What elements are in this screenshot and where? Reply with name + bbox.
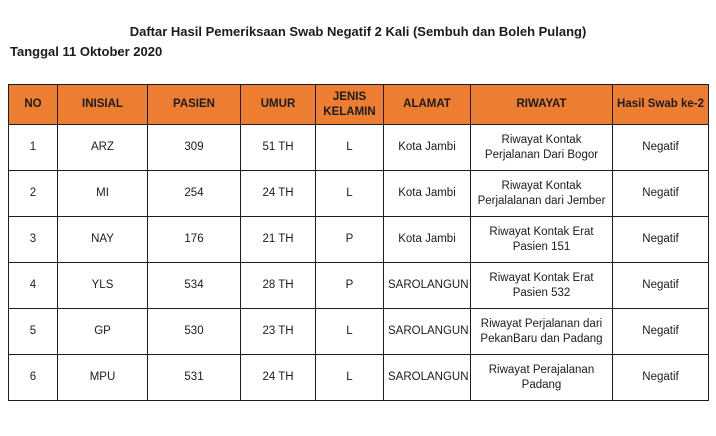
table-cell-alamat: Kota Jambi: [383, 216, 471, 263]
col-header-no: NO: [8, 84, 58, 125]
table-cell-jenis-kelamin: P: [315, 262, 384, 309]
table-cell-no: 5: [8, 308, 58, 355]
table-cell-jenis-kelamin: L: [315, 170, 384, 217]
table-cell-hasil-swab: Negatif: [612, 262, 709, 309]
table-body: 1 ARZ 309 51 TH L Kota Jambi Riwayat Kontak Pe…: [8, 124, 709, 401]
table-cell-pasien: 254: [147, 170, 241, 217]
table-cell-umur: 28 TH: [240, 262, 316, 309]
table-cell-hasil-swab: Negatif: [612, 170, 709, 217]
table-row: 3 NAY 176 21 TH P Kota Jambi Riwayat Kontak Er…: [8, 216, 709, 263]
table-cell-umur: 24 TH: [240, 170, 316, 217]
col-header-pasien: PASIEN: [147, 84, 241, 125]
table-cell-no: 1: [8, 124, 58, 171]
table-cell-pasien: 534: [147, 262, 241, 309]
table-cell-alamat: Kota Jambi: [383, 124, 471, 171]
table-row: 4 YLS 534 28 TH P SAROLANGUN Riwayat Kontak Er…: [8, 262, 709, 309]
table-row: 6 MPU 531 24 TH L SAROLANGUN Riwayat Perajalan…: [8, 354, 709, 401]
col-header-riwayat: RIWAYAT: [470, 84, 613, 125]
table-cell-umur: 51 TH: [240, 124, 316, 171]
table-cell-hasil-swab: Negatif: [612, 308, 709, 355]
table-cell-inisial: NAY: [57, 216, 148, 263]
col-header-umur: UMUR: [240, 84, 316, 125]
table-cell-alamat: SAROLANGUN: [383, 354, 471, 401]
table-cell-jenis-kelamin: L: [315, 308, 384, 355]
col-header-alamat: ALAMAT: [383, 84, 471, 125]
table-cell-jenis-kelamin: P: [315, 216, 384, 263]
table-cell-inisial: ARZ: [57, 124, 148, 171]
table-row: 5 GP 530 23 TH L SAROLANGUN Riwayat Perjalanan…: [8, 308, 709, 355]
table-cell-no: 3: [8, 216, 58, 263]
table-cell-riwayat: Riwayat Kontak Erat Pasien 532: [470, 262, 613, 309]
table-cell-pasien: 530: [147, 308, 241, 355]
table-cell-hasil-swab: Negatif: [612, 124, 709, 171]
table-cell-riwayat: Riwayat Perajalanan Padang: [470, 354, 613, 401]
page-title: Daftar Hasil Pemeriksaan Swab Negatif 2 …: [129, 24, 587, 39]
table-cell-riwayat: Riwayat Kontak Perjalanan Dari Bogor: [470, 124, 613, 171]
col-header-hasil-swab: Hasil Swab ke-2: [612, 84, 709, 125]
table-cell-inisial: MPU: [57, 354, 148, 401]
table-cell-no: 4: [8, 262, 58, 309]
table-cell-jenis-kelamin: L: [315, 124, 384, 171]
table-cell-pasien: 531: [147, 354, 241, 401]
table-cell-inisial: MI: [57, 170, 148, 217]
col-header-jenis-kelamin: JENIS KELAMIN: [315, 84, 384, 125]
table-cell-jenis-kelamin: L: [315, 354, 384, 401]
table-cell-riwayat: Riwayat Kontak Erat Pasien 151: [470, 216, 613, 263]
swab-results-table: NO INISIAL PASIEN UMUR JENIS KELAMIN ALA…: [8, 84, 709, 401]
table-cell-umur: 23 TH: [240, 308, 316, 355]
table-row: 2 MI 254 24 TH L Kota Jambi Riwayat Kontak Per…: [8, 170, 709, 217]
col-header-inisial: INISIAL: [57, 84, 148, 125]
table-cell-alamat: SAROLANGUN: [383, 262, 471, 309]
date-line: Tanggal 11 Oktober 2020: [10, 44, 163, 59]
table-cell-inisial: YLS: [57, 262, 148, 309]
table-cell-alamat: SAROLANGUN: [383, 308, 471, 355]
table-cell-riwayat: Riwayat Perjalanan dari PekanBaru dan Pa…: [470, 308, 613, 355]
table-row: 1 ARZ 309 51 TH L Kota Jambi Riwayat Kontak Pe…: [8, 124, 709, 171]
table-cell-umur: 21 TH: [240, 216, 316, 263]
table-cell-pasien: 309: [147, 124, 241, 171]
table-cell-no: 2: [8, 170, 58, 217]
table-cell-no: 6: [8, 354, 58, 401]
table-cell-hasil-swab: Negatif: [612, 354, 709, 401]
table-cell-hasil-swab: Negatif: [612, 216, 709, 263]
table-cell-riwayat: Riwayat Kontak Perjalalanan dari Jember: [470, 170, 613, 217]
table-cell-pasien: 176: [147, 216, 241, 263]
table-cell-umur: 24 TH: [240, 354, 316, 401]
table-cell-alamat: Kota Jambi: [383, 170, 471, 217]
table-header-row: NO INISIAL PASIEN UMUR JENIS KELAMIN ALA…: [8, 84, 709, 125]
table-cell-inisial: GP: [57, 308, 148, 355]
